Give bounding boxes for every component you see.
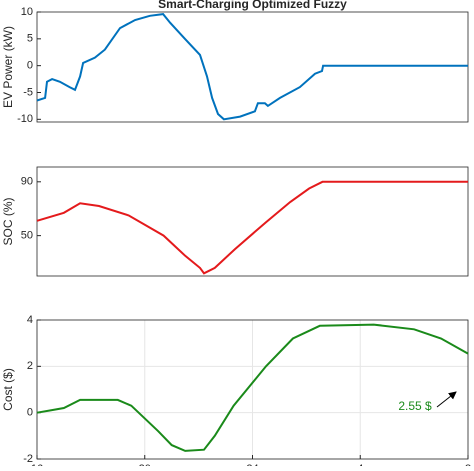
annotation-arrow [436,391,457,408]
y-tick-label: 50 [21,230,33,242]
y-tick-label: 90 [21,176,33,188]
y-axis-label: SOC (%) [1,197,15,245]
y-tick-label: 5 [27,33,33,45]
data-line [36,180,468,275]
y-tick-label: -10 [17,113,33,125]
chart-title: Smart-Charging Optimized Fuzzy [158,0,347,11]
plot-area [37,167,468,276]
y-axis-label: EV Power (kW) [1,26,15,108]
data-line [36,13,468,121]
y-tick-label: 2 [27,360,33,372]
y-axis-label: Cost ($) [1,368,15,411]
annotation: 2.55 $ [398,399,432,413]
y-tick-label: -5 [23,86,33,98]
data-line [36,323,469,452]
axes-box [36,166,469,277]
axes-box [36,319,469,460]
y-tick-label: 4 [27,314,33,326]
y-tick-label: -2 [23,453,33,465]
y-tick-label: 0 [27,407,33,419]
y-tick-label: 0 [27,60,33,72]
y-tick-label: 10 [21,6,33,18]
plot-area [37,12,468,122]
axes-box [36,11,469,123]
